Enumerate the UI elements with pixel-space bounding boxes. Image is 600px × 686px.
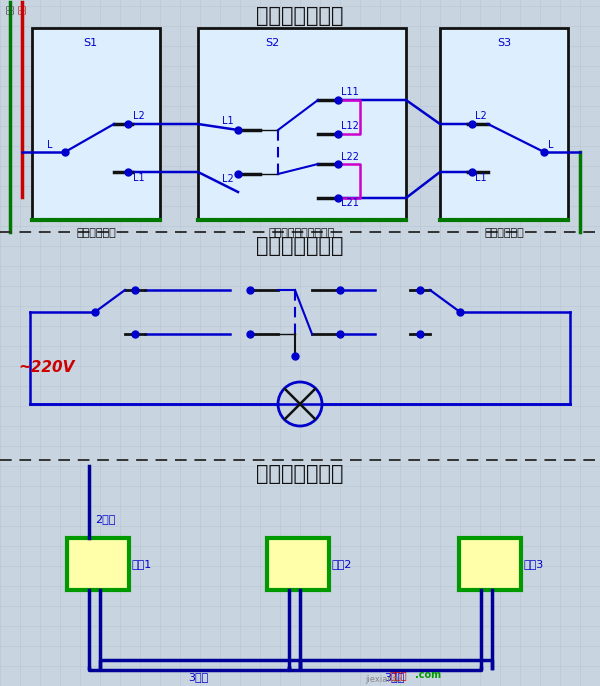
Text: 开关3: 开关3 — [524, 559, 544, 569]
Text: L2: L2 — [133, 111, 145, 121]
Text: 开关2: 开关2 — [332, 559, 352, 569]
Text: L22: L22 — [341, 152, 359, 162]
Text: L1: L1 — [133, 173, 145, 183]
Bar — [198, 28, 406, 220]
Text: 单开双控开关: 单开双控开关 — [76, 228, 116, 238]
Text: L1: L1 — [223, 116, 234, 126]
Text: L11: L11 — [341, 87, 359, 97]
Text: L21: L21 — [341, 198, 359, 208]
Text: 三控开关原理图: 三控开关原理图 — [256, 236, 344, 256]
Bar — [67, 538, 129, 590]
Bar — [459, 538, 521, 590]
Text: L: L — [47, 140, 53, 150]
Text: 零线: 零线 — [5, 4, 14, 14]
Text: jiexiantu: jiexiantu — [365, 675, 401, 684]
Bar — [267, 538, 329, 590]
Text: .com: .com — [415, 670, 441, 680]
Text: L2: L2 — [222, 174, 234, 184]
Text: ~220V: ~220V — [18, 361, 74, 375]
Text: L2: L2 — [475, 111, 487, 121]
Text: S1: S1 — [83, 38, 97, 48]
Text: 三控开关接线图: 三控开关接线图 — [256, 6, 344, 26]
Text: 开关1: 开关1 — [132, 559, 152, 569]
Bar — [440, 28, 568, 220]
Text: S2: S2 — [265, 38, 279, 48]
Text: L12: L12 — [341, 121, 359, 131]
Text: 3根线: 3根线 — [188, 672, 208, 682]
Text: 2根线: 2根线 — [95, 514, 115, 524]
Text: 中途开关（三控开关）: 中途开关（三控开关） — [269, 228, 335, 238]
Text: 3根线: 3根线 — [384, 672, 404, 682]
Text: S3: S3 — [497, 38, 511, 48]
Text: L1: L1 — [475, 173, 487, 183]
Text: 单开双控开关: 单开双控开关 — [484, 228, 524, 238]
Text: 接线图: 接线图 — [390, 670, 407, 680]
Text: 三控开关布线图: 三控开关布线图 — [256, 464, 344, 484]
Text: 火线: 火线 — [17, 4, 26, 14]
Bar — [32, 28, 160, 220]
Text: L: L — [548, 140, 554, 150]
